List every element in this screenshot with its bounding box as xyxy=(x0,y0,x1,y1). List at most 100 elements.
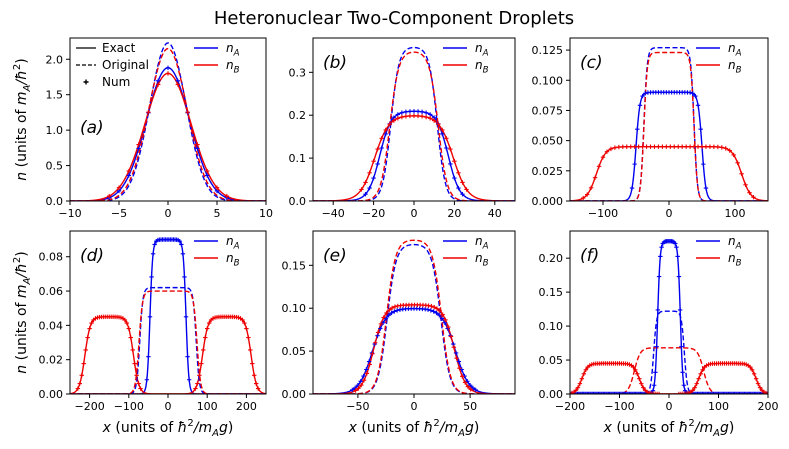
data-point-nA xyxy=(395,112,401,117)
data-point-nB xyxy=(443,317,448,322)
data-point-nA xyxy=(758,391,763,394)
data-point-nA xyxy=(440,131,445,137)
data-point-nA xyxy=(712,391,717,394)
x-tick-label: 20 xyxy=(447,207,461,220)
data-point-nB xyxy=(592,175,598,180)
x-tick-label: 100 xyxy=(708,400,729,413)
panel-label: (f) xyxy=(580,246,599,266)
marker-series-nA xyxy=(363,109,465,197)
data-point-nA xyxy=(632,391,637,394)
exact-nB-line xyxy=(570,362,768,394)
data-point-nB xyxy=(604,149,610,154)
exact-nA-line xyxy=(313,307,515,394)
y-tick-label: 0.0 xyxy=(289,195,307,208)
exact-nB-line xyxy=(313,115,515,201)
data-point-nA xyxy=(608,391,614,394)
data-point-nA xyxy=(179,242,184,247)
data-point-nB xyxy=(130,347,135,353)
data-point-nA xyxy=(126,173,131,178)
data-point-nA xyxy=(737,391,742,394)
data-point-nB xyxy=(375,146,380,152)
data-point-nB xyxy=(596,164,602,169)
data-point-nB xyxy=(637,376,642,381)
data-point-nB xyxy=(437,308,443,314)
data-point-nB xyxy=(581,371,587,377)
legend-label-nB: nB xyxy=(226,251,240,268)
data-point-nA xyxy=(634,391,640,394)
data-point-nB xyxy=(468,387,473,392)
marker-series-nB xyxy=(570,361,662,394)
data-point-nB xyxy=(359,187,364,192)
data-point-nA xyxy=(609,391,615,394)
panel-label: (d) xyxy=(80,246,104,266)
data-point-nA xyxy=(726,391,731,394)
data-point-nB xyxy=(195,142,200,147)
data-point-nA xyxy=(383,316,389,321)
data-point-nA xyxy=(364,367,369,372)
original-nB-line xyxy=(570,347,768,394)
data-point-nA xyxy=(623,391,628,394)
data-point-nB xyxy=(652,144,657,149)
data-point-nA xyxy=(637,391,642,394)
data-point-nA xyxy=(591,391,596,394)
data-point-nA xyxy=(687,90,693,95)
data-point-nA xyxy=(459,367,464,372)
data-point-nA xyxy=(715,391,720,394)
data-point-nB xyxy=(252,373,257,378)
panel-f: −200 −100 0 100 200 0.00 0.05 0.10 0.15 0.20 (f) nA… xyxy=(539,230,779,439)
data-point-nB xyxy=(464,187,469,192)
data-point-nB xyxy=(460,374,465,379)
data-point-nA xyxy=(677,307,683,313)
y-tick-label: 0.15 xyxy=(539,286,564,299)
y-tick-label: 0.04 xyxy=(39,319,64,332)
data-point-nA xyxy=(635,391,641,394)
y-tick-label: 0.15 xyxy=(282,259,307,272)
data-point-nA xyxy=(707,391,713,394)
x-tick-label: −100 xyxy=(588,207,618,220)
data-point-nA xyxy=(601,391,606,394)
data-point-nA xyxy=(757,391,762,394)
data-point-nB xyxy=(136,142,141,147)
data-point-nA xyxy=(597,391,602,394)
data-point-nB xyxy=(711,144,717,150)
data-point-nB xyxy=(700,367,705,373)
data-point-nB xyxy=(75,386,81,391)
data-point-nA xyxy=(147,314,153,319)
data-point-nB xyxy=(403,114,409,119)
data-point-nB xyxy=(577,381,583,386)
legend-style-label: Num xyxy=(102,75,130,89)
data-point-nA xyxy=(754,391,760,394)
data-point-nA xyxy=(428,308,434,313)
data-point-nA xyxy=(380,320,386,326)
data-point-nB xyxy=(719,145,724,150)
y-tick-label: 0.1 xyxy=(289,152,307,165)
data-point-nA xyxy=(614,391,620,394)
data-point-nB xyxy=(392,304,398,309)
data-point-nA xyxy=(205,173,210,178)
x-tick-label: 0 xyxy=(411,207,418,220)
data-point-nB xyxy=(122,317,128,323)
x-tick-label: 100 xyxy=(725,207,746,220)
data-point-nA xyxy=(694,391,699,394)
data-point-nB xyxy=(672,144,677,149)
data-point-nA xyxy=(583,391,589,394)
data-point-nA xyxy=(724,391,730,394)
y-tick-label: 0.3 xyxy=(289,66,307,79)
y-tick-label: 0.075 xyxy=(532,104,564,117)
data-point-nB xyxy=(175,82,180,87)
data-point-nA xyxy=(361,373,366,379)
data-point-nA xyxy=(720,391,725,394)
data-point-nB xyxy=(165,71,171,76)
panel-c: −100 0 100 0.000 0.025 0.050 0.075 0.100 0.125 (c… xyxy=(532,37,769,220)
data-point-nA xyxy=(386,313,391,318)
x-tick-label: 0 xyxy=(666,207,673,220)
data-point-nB xyxy=(248,347,253,353)
data-point-nB xyxy=(373,340,378,345)
data-point-nA xyxy=(736,391,741,394)
data-point-nA xyxy=(713,391,719,394)
data-point-nA xyxy=(705,391,710,394)
data-point-nA xyxy=(703,185,709,191)
data-point-nA xyxy=(635,126,640,132)
